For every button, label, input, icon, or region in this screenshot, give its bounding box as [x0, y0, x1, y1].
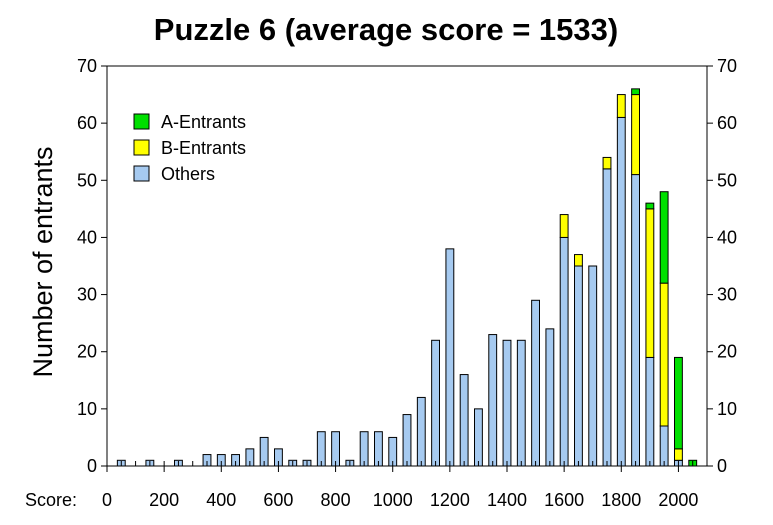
- bar-others-1500: [531, 299, 541, 467]
- bar-a-entrants-1850: [631, 88, 641, 96]
- bar-others-1450: [516, 339, 526, 467]
- bar-others-1950: [659, 425, 669, 467]
- bar-b-entrants-1900: [645, 208, 655, 358]
- legend-label-b-entrants: B-Entrants: [161, 138, 246, 158]
- bar-others-1050: [402, 414, 412, 467]
- bar-others-1150: [431, 339, 441, 467]
- bar-others-1100: [416, 396, 426, 467]
- bar-others-1400: [502, 339, 512, 467]
- x-tick-label: 200: [149, 490, 179, 510]
- y-tick-label-right: 30: [717, 285, 737, 305]
- x-tick-label: 1600: [544, 490, 584, 510]
- bar-b-entrants-1650: [574, 254, 583, 267]
- y-tick-label-right: 40: [717, 227, 737, 247]
- bar-others-1350: [488, 334, 498, 467]
- x-tick-label: 1800: [601, 490, 641, 510]
- bar-a-entrants-1900: [645, 202, 655, 210]
- legend-label-others: Others: [161, 164, 215, 184]
- y-tick-label-left: 30: [77, 285, 97, 305]
- bar-b-entrants-1950: [659, 282, 669, 427]
- bar-others-1850: [631, 174, 641, 467]
- bar-b-entrants-1600: [559, 214, 569, 238]
- bar-b-entrants-1800: [616, 94, 626, 118]
- x-tick-label: 600: [263, 490, 293, 510]
- legend-swatch-a-entrants: [133, 113, 150, 130]
- bar-others-1800: [616, 116, 626, 467]
- bar-others-1900: [645, 356, 655, 467]
- bar-others-1200: [445, 248, 455, 467]
- y-tick-label-left: 0: [87, 456, 97, 476]
- y-tick-label-right: 60: [717, 113, 737, 133]
- y-tick-label-right: 10: [717, 399, 737, 419]
- y-tick-label-left: 60: [77, 113, 97, 133]
- legend-swatch-others: [133, 165, 150, 182]
- bar-others-1250: [459, 374, 469, 467]
- y-tick-label-left: 40: [77, 227, 97, 247]
- y-tick-label-right: 0: [717, 456, 727, 476]
- x-tick-label: 400: [206, 490, 236, 510]
- bar-a-entrants-1950: [659, 191, 669, 284]
- bar-others-1600: [559, 236, 569, 467]
- bar-others-1750: [602, 168, 612, 467]
- bar-others-1650: [574, 265, 583, 467]
- bar-others-1300: [474, 408, 483, 467]
- chart-title: Puzzle 6 (average score = 1533): [154, 12, 618, 47]
- y-axis-label: Number of entrants: [28, 146, 58, 377]
- y-tick-label-left: 20: [77, 342, 97, 362]
- bar-others-1700: [588, 265, 598, 467]
- legend-label-a-entrants: A-Entrants: [161, 112, 246, 132]
- x-tick-label: 0: [102, 490, 112, 510]
- y-tick-label-left: 50: [77, 170, 97, 190]
- y-tick-label-right: 20: [717, 342, 737, 362]
- bar-others-900: [359, 431, 369, 467]
- bar-b-entrants-2000: [674, 448, 683, 461]
- x-tick-label: 1400: [487, 490, 527, 510]
- y-tick-label-left: 70: [77, 56, 97, 76]
- x-tick-label: 800: [321, 490, 351, 510]
- legend-swatch-b-entrants: [133, 139, 150, 156]
- x-tick-label: 2000: [658, 490, 698, 510]
- x-tick-label: 1000: [373, 490, 413, 510]
- bar-a-entrants-2000: [674, 356, 683, 450]
- x-axis-prefix: Score:: [25, 490, 77, 510]
- y-tick-label-left: 10: [77, 399, 97, 419]
- y-tick-label-right: 70: [717, 56, 737, 76]
- bar-others-800: [331, 431, 341, 467]
- y-tick-label-right: 50: [717, 170, 737, 190]
- bar-others-1550: [545, 328, 555, 467]
- bar-b-entrants-1850: [631, 94, 641, 176]
- bar-others-950: [374, 431, 383, 467]
- bar-others-750: [316, 431, 326, 467]
- x-tick-label: 1200: [430, 490, 470, 510]
- bar-b-entrants-1750: [602, 156, 612, 170]
